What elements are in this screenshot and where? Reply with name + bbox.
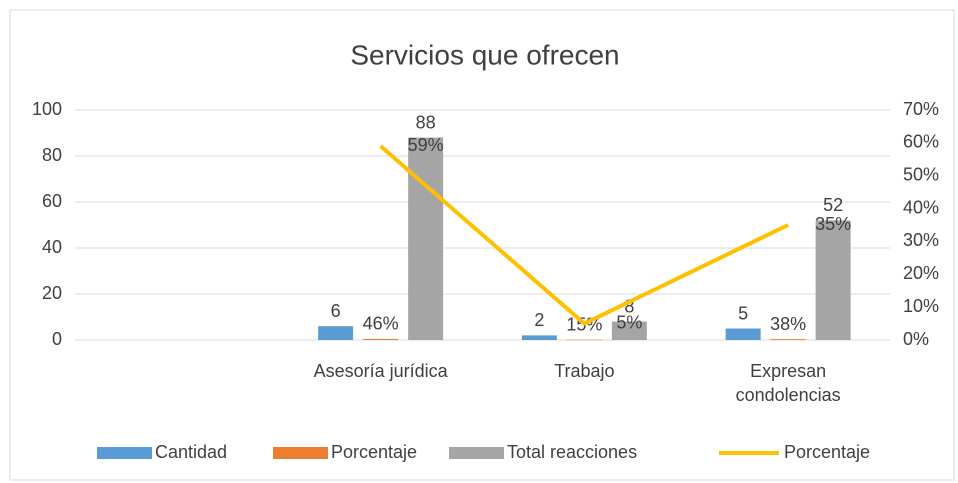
legend-label: Porcentaje [784, 442, 870, 462]
y2-tick-label: 70% [903, 99, 939, 119]
y-tick-label: 80 [42, 145, 62, 165]
x-tick-label: Trabajo [554, 361, 614, 381]
data-label: 88 [416, 112, 436, 132]
y2-tick-label: 20% [903, 263, 939, 283]
y2-tick-label: 50% [903, 164, 939, 184]
data-label: 2 [534, 310, 544, 330]
line-series [379, 144, 789, 326]
bar [566, 339, 602, 341]
x-tick-label: Asesoría jurídica [314, 361, 449, 381]
bar [408, 137, 444, 340]
bar [521, 335, 557, 340]
x-tick-line: condolencias [736, 385, 841, 405]
x-tick-line: Asesoría jurídica [314, 361, 449, 381]
y2-tick-label: 30% [903, 230, 939, 250]
data-label: 38% [770, 314, 806, 334]
chart-border [9, 9, 955, 481]
bar [725, 328, 761, 340]
y-tick-label: 20 [42, 283, 62, 303]
legend-label: Cantidad [155, 442, 227, 462]
data-label: 52 [823, 195, 843, 215]
legend-swatch [97, 447, 152, 459]
y-tick-label: 0 [52, 329, 62, 349]
data-label: 5 [738, 303, 748, 323]
x-tick-line: Expresan [750, 361, 826, 381]
y2-tick-label: 0% [903, 329, 929, 349]
bar [770, 339, 806, 340]
line-data-label: 5% [616, 312, 642, 332]
line-data-label: 59% [408, 135, 444, 155]
bar [318, 326, 354, 340]
legend-swatch [273, 447, 328, 459]
y-tick-label: 40 [42, 237, 62, 257]
data-label: 46% [363, 314, 399, 334]
legend-label: Total reacciones [507, 442, 637, 462]
y2-tick-label: 10% [903, 296, 939, 316]
y2-tick-label: 60% [903, 132, 939, 152]
data-label: 6 [331, 301, 341, 321]
legend-label: Porcentaje [331, 442, 417, 462]
x-tick-line: Trabajo [554, 361, 614, 381]
chart-title: Servicios que ofrecen [350, 39, 619, 70]
line-data-label: 35% [815, 214, 851, 234]
bar [815, 220, 851, 340]
legend-swatch [449, 447, 504, 459]
y2-tick-label: 40% [903, 197, 939, 217]
bar [611, 321, 647, 340]
x-tick-label: Expresan condolencias [736, 361, 841, 405]
y-tick-label: 100 [32, 99, 62, 119]
data-label: 8 [624, 296, 634, 316]
y-tick-label: 60 [42, 191, 62, 211]
bar [363, 338, 399, 340]
